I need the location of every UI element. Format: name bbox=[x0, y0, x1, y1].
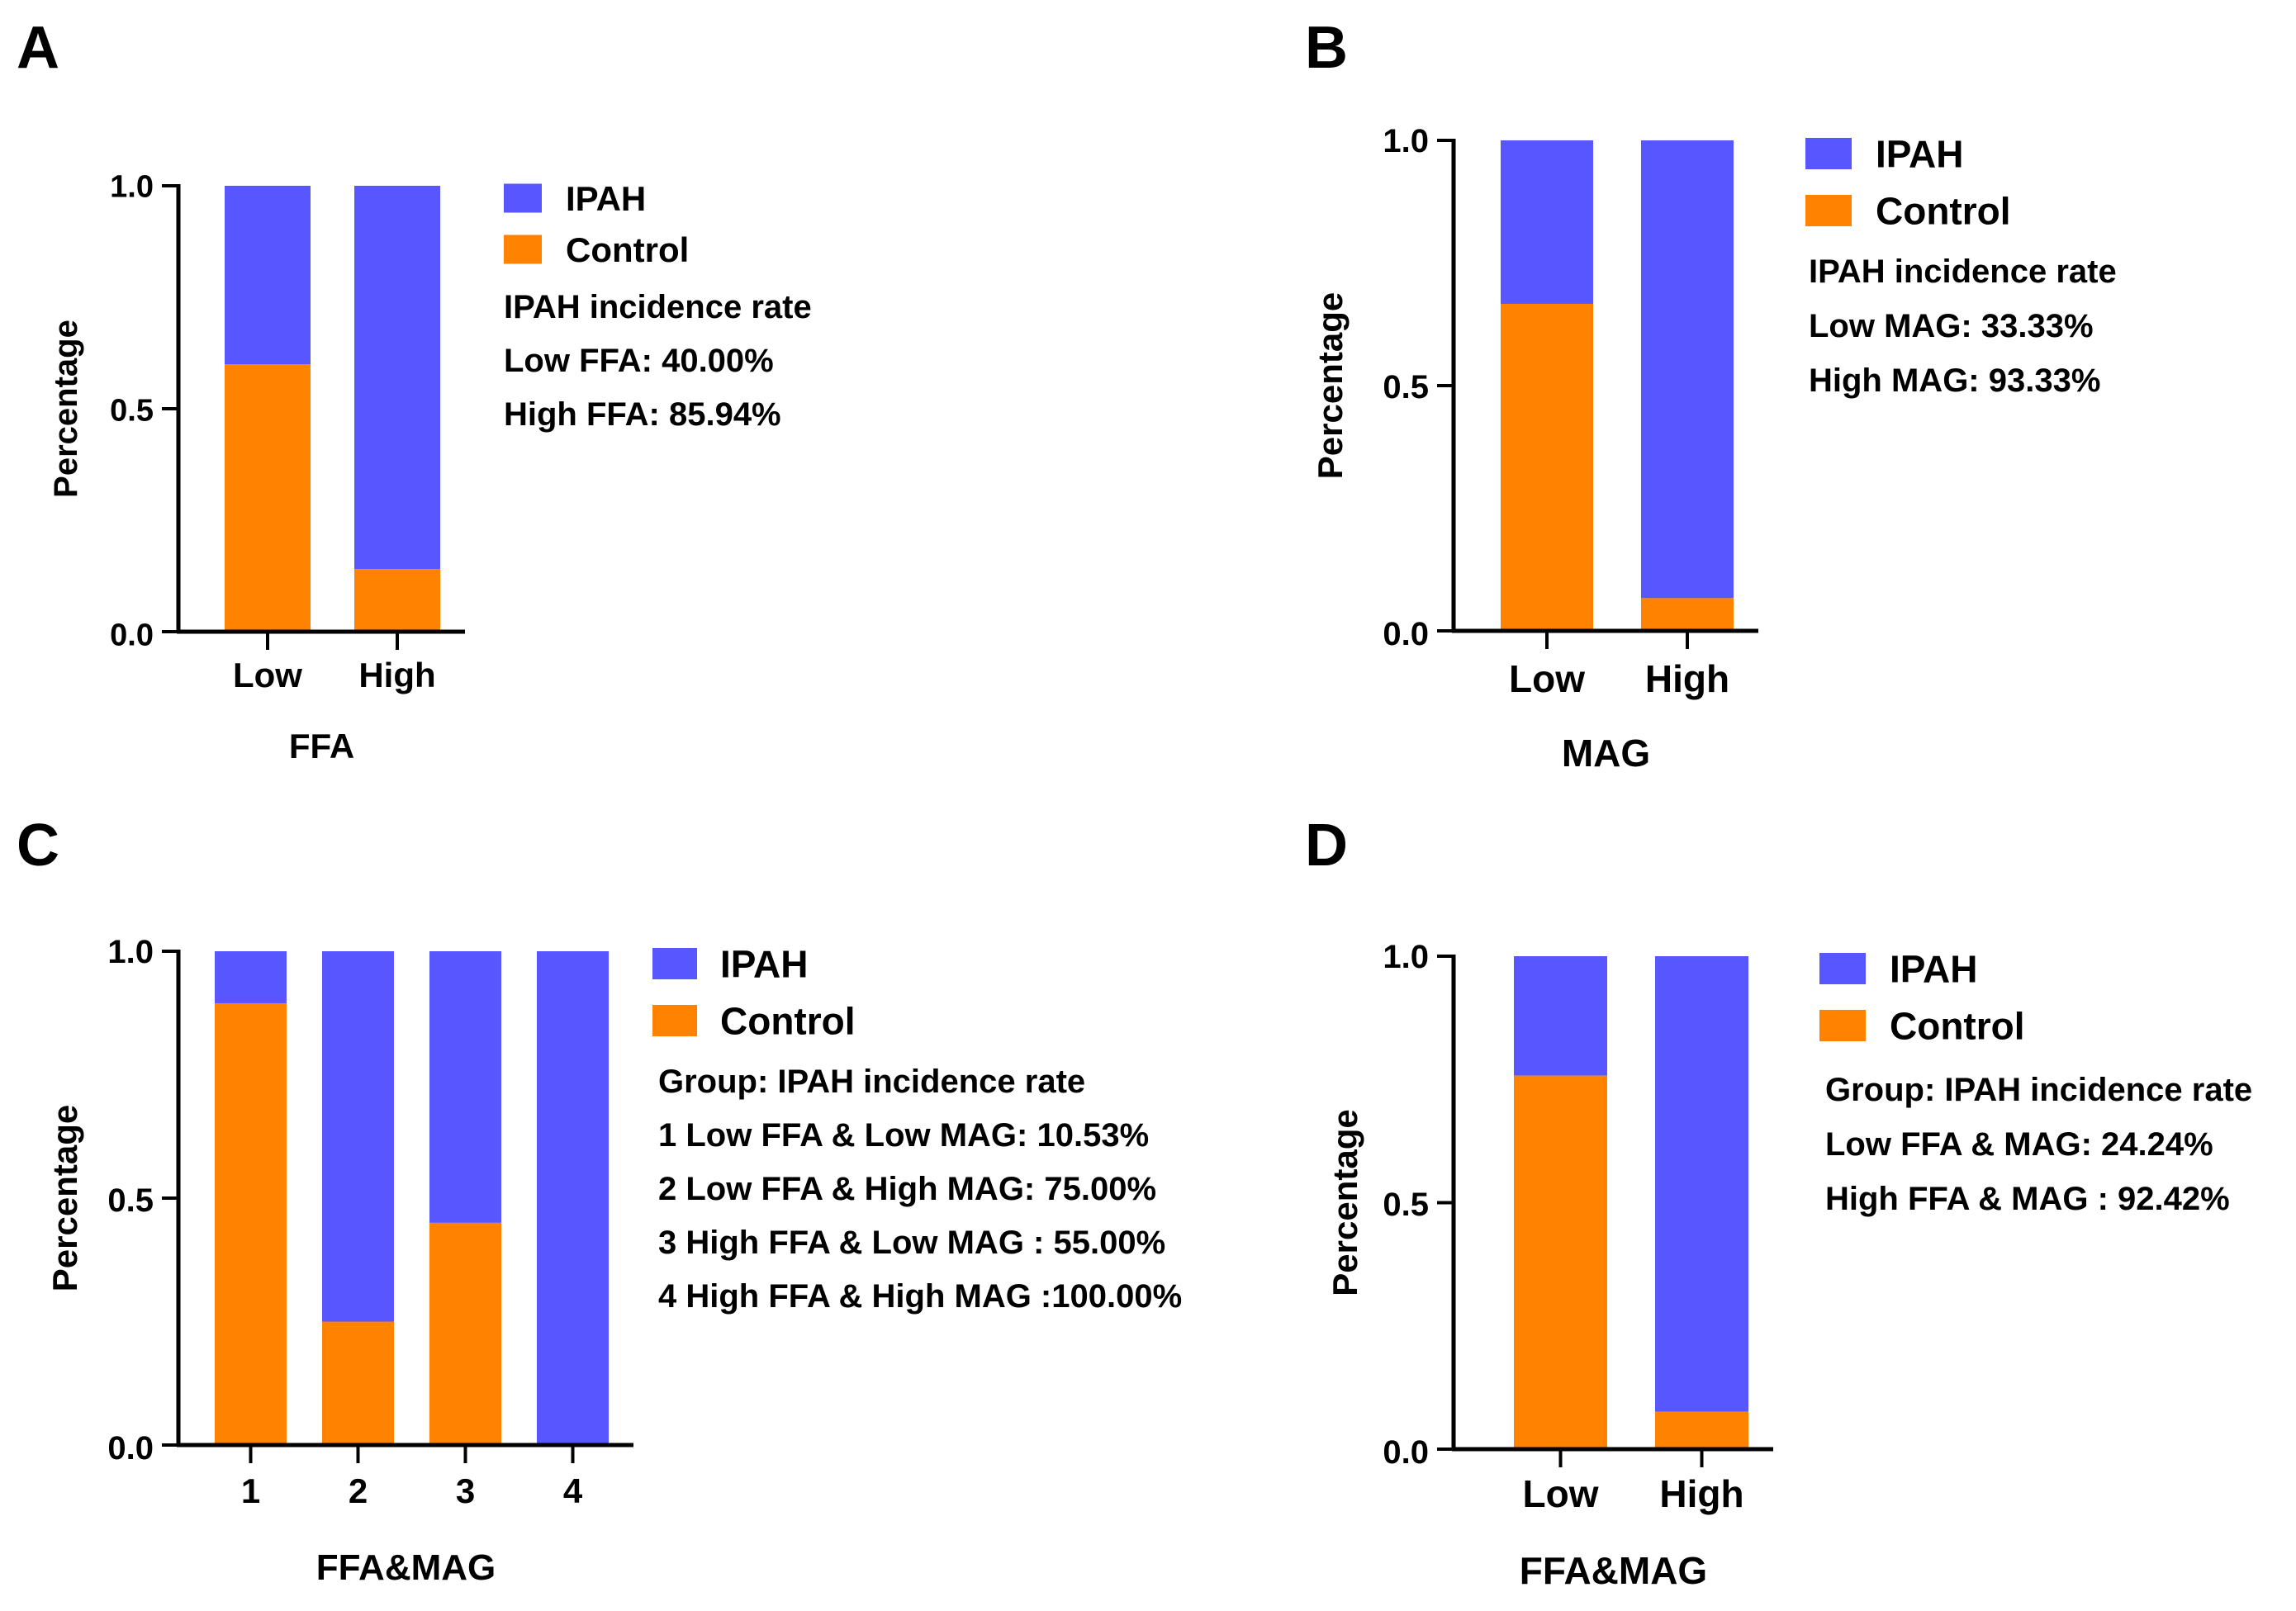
bar-control-high bbox=[1641, 598, 1734, 631]
y-axis-label: Percentage bbox=[1326, 1109, 1364, 1296]
legend-label-ipah: IPAH bbox=[1876, 133, 1964, 176]
bar-control-low bbox=[1514, 1075, 1607, 1449]
panel-c: C 1 2 3 4 0.0 0.5 1.0 Percentage FFA&MAG IPAH Contr… bbox=[17, 813, 1182, 1588]
legend-swatch-ipah bbox=[1819, 953, 1866, 984]
x-tick-label: Low bbox=[1509, 657, 1585, 700]
x-axis-label: MAG bbox=[1562, 732, 1650, 775]
annotation-line: Low FFA: 40.00% bbox=[504, 343, 774, 379]
annotation-line: IPAH incidence rate bbox=[504, 289, 812, 325]
annotation-line: 1 Low FFA & Low MAG: 10.53% bbox=[658, 1117, 1149, 1154]
bar-ipah-low bbox=[1514, 956, 1607, 1076]
y-tick-label: 0.0 bbox=[110, 618, 154, 652]
legend-label-control: Control bbox=[566, 230, 689, 269]
panel-b: B Low High 0.0 0.5 1.0 Percentage MAG IPAH Contro… bbox=[1305, 15, 2117, 775]
bar-ipah-high bbox=[354, 186, 440, 570]
bar-ipah-1 bbox=[215, 951, 287, 1003]
annotation-line: Group: IPAH incidence rate bbox=[1825, 1072, 2252, 1108]
annotation-line: Low MAG: 33.33% bbox=[1809, 308, 2094, 344]
panel-d: D Low High 0.0 0.5 1.0 Percentage FFA&MAG IPAH Co… bbox=[1305, 813, 2252, 1592]
legend-label-control: Control bbox=[1890, 1005, 2025, 1048]
x-tick-label: Low bbox=[1523, 1472, 1599, 1515]
annotation-line: IPAH incidence rate bbox=[1809, 253, 2117, 290]
bar-ipah-3 bbox=[429, 951, 501, 1223]
x-tick-label: 4 bbox=[563, 1471, 583, 1510]
y-tick-label: 0.5 bbox=[107, 1182, 154, 1219]
bar-control-high bbox=[1655, 1411, 1748, 1449]
bar-ipah-2 bbox=[322, 951, 394, 1322]
bar-control-low bbox=[1501, 303, 1593, 631]
legend-label-control: Control bbox=[720, 1000, 856, 1043]
y-axis-label: Percentage bbox=[48, 320, 84, 498]
bar-ipah-high bbox=[1641, 140, 1734, 599]
annotation-line: High MAG: 93.33% bbox=[1809, 362, 2100, 399]
y-axis-label: Percentage bbox=[1311, 292, 1350, 479]
legend-swatch-control bbox=[652, 1005, 697, 1036]
panel-letter: D bbox=[1305, 813, 1348, 879]
x-tick-label: 1 bbox=[241, 1471, 260, 1510]
y-tick-label: 1.0 bbox=[1383, 939, 1429, 975]
annotation-line: 3 High FFA & Low MAG : 55.00% bbox=[658, 1225, 1165, 1261]
legend-swatch-ipah bbox=[1805, 138, 1852, 169]
y-tick-label: 1.0 bbox=[107, 934, 154, 970]
bar-control-low bbox=[225, 364, 311, 632]
bar-ipah-high bbox=[1655, 956, 1748, 1412]
panel-a: A Low High 0.0 0.5 1.0 Percentage FFA IPAH Contro… bbox=[17, 15, 812, 765]
legend-label-control: Control bbox=[1876, 190, 2011, 233]
legend-label-ipah: IPAH bbox=[1890, 948, 1978, 991]
bar-control-high bbox=[354, 569, 440, 632]
y-tick-label: 0.5 bbox=[1383, 1187, 1429, 1223]
x-tick-label: 2 bbox=[349, 1471, 368, 1510]
bar-control-2 bbox=[322, 1321, 394, 1445]
bar-ipah-4 bbox=[537, 951, 609, 1445]
bar-ipah-low bbox=[1501, 140, 1593, 304]
annotation-line: 2 Low FFA & High MAG: 75.00% bbox=[658, 1171, 1156, 1207]
y-tick-label: 0.0 bbox=[1383, 1434, 1429, 1471]
panel-letter: B bbox=[1305, 15, 1348, 81]
annotation-line: Group: IPAH incidence rate bbox=[658, 1064, 1085, 1100]
annotation-line: 4 High FFA & High MAG :100.00% bbox=[658, 1278, 1182, 1315]
panel-letter: A bbox=[17, 15, 59, 81]
x-axis-label: FFA&MAG bbox=[316, 1547, 496, 1588]
y-tick-label: 0.0 bbox=[107, 1430, 154, 1466]
y-tick-label: 0.5 bbox=[1383, 369, 1429, 405]
x-tick-label: 3 bbox=[456, 1471, 475, 1510]
legend-swatch-ipah bbox=[504, 183, 542, 213]
annotation-line: High FFA & MAG : 92.42% bbox=[1825, 1181, 2230, 1217]
panel-letter: C bbox=[17, 813, 59, 879]
legend-swatch-control bbox=[1805, 195, 1852, 226]
y-axis-label: Percentage bbox=[45, 1105, 84, 1291]
x-tick-label: Low bbox=[233, 656, 302, 694]
bar-control-3 bbox=[429, 1222, 501, 1445]
legend-label-ipah: IPAH bbox=[720, 943, 809, 986]
annotation-line: Low FFA & MAG: 24.24% bbox=[1825, 1126, 2213, 1163]
y-tick-label: 0.0 bbox=[1383, 616, 1429, 652]
x-axis-label: FFA&MAG bbox=[1520, 1549, 1707, 1592]
y-tick-label: 0.5 bbox=[110, 393, 154, 428]
x-tick-label: High bbox=[1645, 657, 1729, 700]
x-tick-label: High bbox=[1659, 1472, 1743, 1515]
legend-swatch-ipah bbox=[652, 948, 697, 979]
x-axis-label: FFA bbox=[289, 727, 354, 765]
legend-label-ipah: IPAH bbox=[566, 179, 646, 218]
y-tick-label: 1.0 bbox=[110, 169, 154, 204]
bar-ipah-low bbox=[225, 186, 311, 364]
legend-swatch-control bbox=[504, 235, 542, 264]
annotation-line: High FFA: 85.94% bbox=[504, 396, 781, 433]
bar-control-1 bbox=[215, 1002, 287, 1445]
y-tick-label: 1.0 bbox=[1383, 123, 1429, 159]
x-tick-label: High bbox=[358, 656, 435, 694]
legend-swatch-control bbox=[1819, 1010, 1866, 1041]
